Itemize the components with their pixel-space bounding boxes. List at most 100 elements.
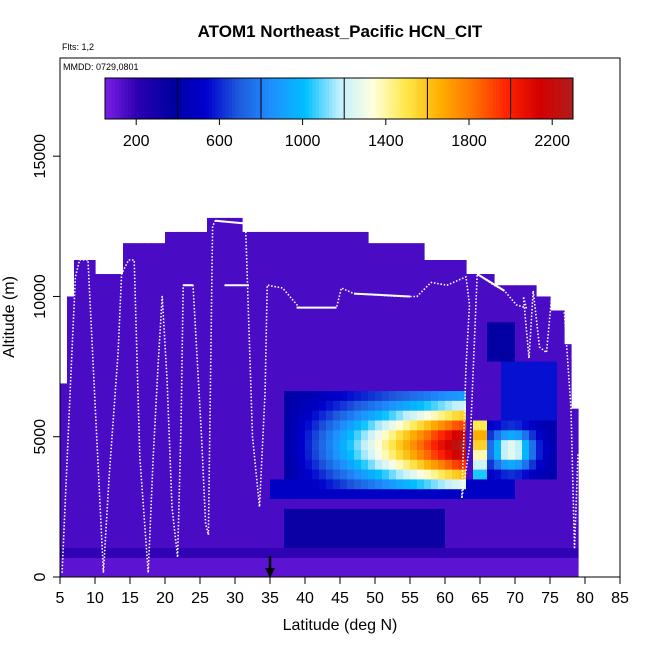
heat-cell bbox=[263, 478, 271, 490]
heat-cell bbox=[67, 537, 75, 549]
heat-cell bbox=[487, 302, 495, 313]
heat-cell bbox=[361, 478, 369, 490]
heat-cell bbox=[74, 459, 82, 470]
x-tick-label: 35 bbox=[261, 590, 279, 607]
heat-cell bbox=[179, 527, 187, 539]
heat-cell bbox=[396, 468, 404, 480]
heat-cell bbox=[382, 380, 390, 392]
heat-cell bbox=[333, 282, 341, 293]
colorbar-swatch bbox=[235, 78, 240, 119]
heat-cell bbox=[522, 508, 530, 519]
heat-cell bbox=[396, 370, 404, 382]
heat-cell bbox=[480, 331, 488, 342]
heat-cell bbox=[431, 429, 439, 441]
heat-cell bbox=[298, 380, 306, 392]
heat-cell bbox=[396, 302, 404, 313]
heat-cell bbox=[67, 410, 75, 421]
heat-cell bbox=[270, 233, 278, 244]
heat-cell bbox=[291, 518, 299, 529]
heat-cell bbox=[508, 351, 516, 362]
heat-cell bbox=[179, 370, 187, 382]
heat-cell bbox=[74, 410, 82, 421]
heat-cell bbox=[186, 459, 194, 470]
heat-cell bbox=[242, 419, 250, 431]
heat-cell bbox=[494, 400, 502, 411]
heat-cell bbox=[186, 478, 194, 490]
heat-cell bbox=[452, 518, 460, 529]
heat-cell bbox=[256, 557, 264, 568]
heat-cell bbox=[200, 243, 208, 254]
x-tick-label: 80 bbox=[576, 590, 594, 607]
heat-cell bbox=[298, 449, 306, 460]
heat-cell bbox=[200, 231, 208, 234]
heat-cell bbox=[424, 262, 432, 274]
heat-cell bbox=[172, 380, 180, 392]
heat-cell bbox=[95, 547, 103, 558]
heat-cell bbox=[67, 341, 75, 352]
heat-cell bbox=[557, 498, 565, 509]
heat-cell bbox=[480, 459, 488, 470]
heat-cell bbox=[151, 243, 159, 254]
heat-cell bbox=[270, 243, 278, 254]
heat-cell bbox=[312, 351, 320, 362]
heat-cell bbox=[354, 498, 362, 509]
colorbar-swatch bbox=[325, 78, 330, 119]
heat-cell bbox=[438, 468, 446, 480]
colorbar-swatch bbox=[305, 78, 310, 119]
heat-cell bbox=[67, 360, 75, 372]
heat-cell bbox=[193, 233, 201, 244]
heat-cell bbox=[494, 478, 502, 490]
heat-cell bbox=[312, 518, 320, 529]
heat-cell bbox=[410, 518, 418, 529]
heat-cell bbox=[214, 400, 222, 411]
colorbar-swatch bbox=[168, 78, 173, 119]
heat-cell bbox=[333, 478, 341, 490]
heat-cell bbox=[326, 360, 334, 372]
heat-cell bbox=[172, 262, 180, 274]
heat-cell bbox=[438, 282, 446, 293]
heat-cell bbox=[249, 282, 257, 293]
heat-cell bbox=[361, 272, 369, 284]
heat-cell bbox=[277, 468, 285, 480]
heat-cell bbox=[550, 360, 558, 372]
heat-cell bbox=[137, 380, 145, 392]
heat-cell bbox=[207, 439, 215, 450]
heat-cell bbox=[571, 468, 579, 480]
heat-cell bbox=[193, 231, 201, 234]
heat-cell bbox=[466, 537, 474, 549]
heat-cell bbox=[305, 351, 313, 362]
heat-cell bbox=[95, 400, 103, 411]
chart-title: ATOM1 Northeast_Pacific HCN_CIT bbox=[198, 22, 483, 41]
colorbar-swatch bbox=[332, 78, 337, 119]
heat-cell bbox=[333, 537, 341, 549]
heat-cell bbox=[431, 449, 439, 460]
heat-cell bbox=[487, 468, 495, 480]
heat-cell bbox=[116, 419, 124, 431]
colorbar-swatch bbox=[486, 78, 490, 119]
heat-cell bbox=[431, 488, 439, 500]
heat-cell bbox=[221, 400, 229, 411]
colorbar-swatch bbox=[372, 78, 377, 119]
heat-cell bbox=[445, 439, 453, 450]
heat-cell bbox=[543, 296, 551, 303]
heat-cell bbox=[109, 547, 117, 558]
heat-cell bbox=[564, 488, 572, 500]
heat-cell bbox=[508, 557, 516, 568]
heat-cell bbox=[193, 567, 201, 577]
heat-cell bbox=[291, 321, 299, 333]
heat-cell bbox=[452, 429, 460, 441]
heat-cell bbox=[333, 262, 341, 274]
colorbar-swatch bbox=[128, 78, 133, 119]
heat-cell bbox=[403, 282, 411, 293]
heat-cell bbox=[291, 419, 299, 431]
heat-cell bbox=[312, 360, 320, 372]
heat-cell bbox=[424, 272, 432, 284]
heat-cell bbox=[109, 292, 117, 303]
heat-cell bbox=[284, 449, 292, 460]
heat-cell bbox=[242, 390, 250, 401]
heat-cell bbox=[445, 390, 453, 401]
heat-cell bbox=[284, 567, 292, 577]
heat-cell bbox=[298, 419, 306, 431]
heat-cell bbox=[438, 567, 446, 577]
heat-cell bbox=[368, 292, 376, 303]
